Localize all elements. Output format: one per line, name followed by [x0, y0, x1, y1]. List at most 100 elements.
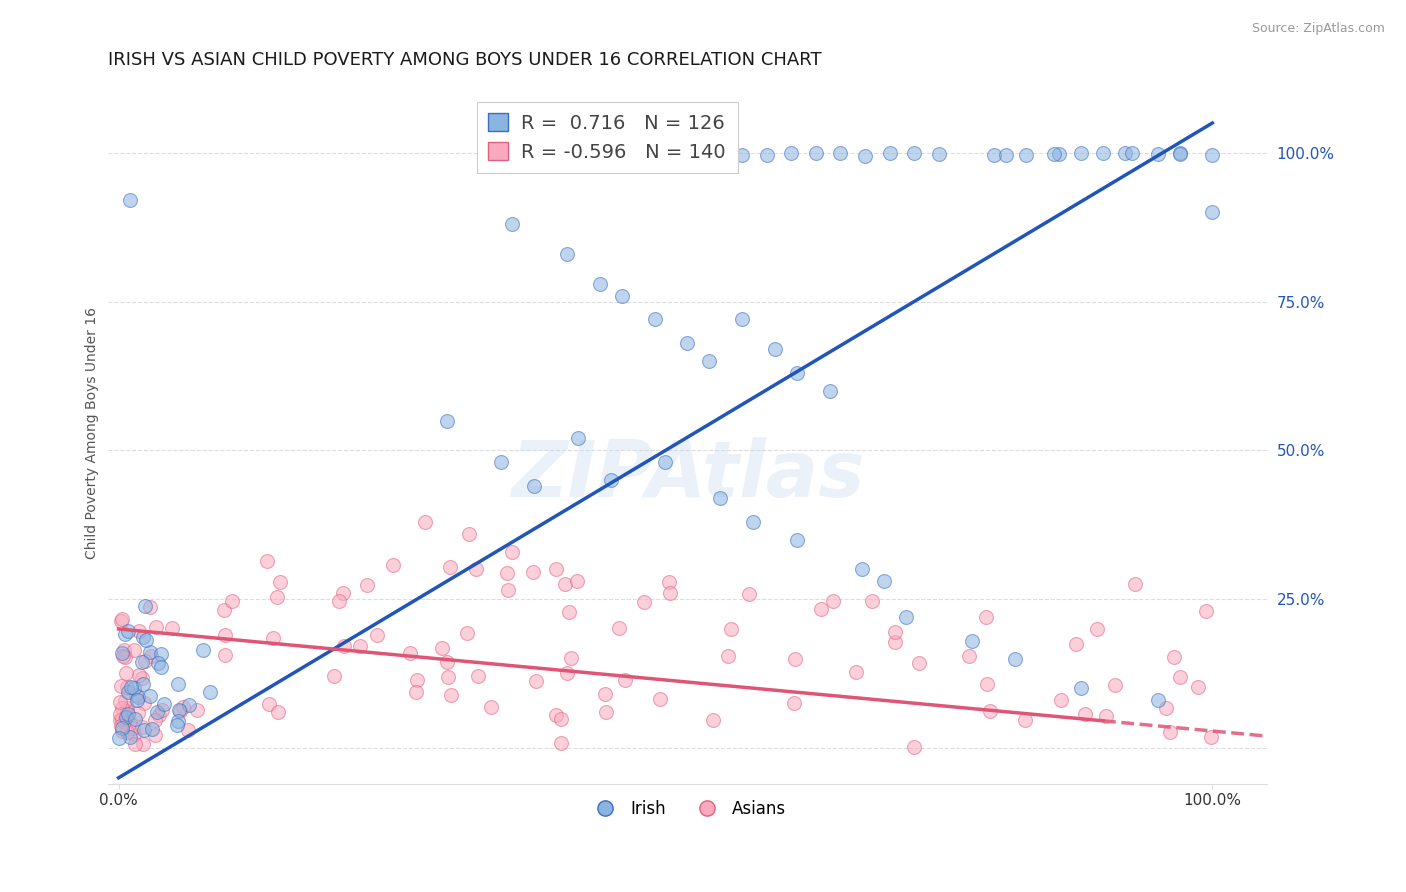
Point: [114, 693, 136, 707]
Point: [150, 647, 173, 661]
Point: [120, 680, 142, 694]
Point: [141, 722, 163, 736]
Point: [153, 698, 176, 712]
Point: [1159, 724, 1181, 739]
Point: [139, 690, 162, 704]
Point: [167, 677, 190, 691]
Point: [110, 614, 132, 628]
Point: [167, 714, 190, 728]
Point: [558, 606, 581, 620]
Point: [755, 148, 778, 162]
Point: [108, 706, 131, 721]
Point: [979, 704, 1001, 718]
Point: [115, 680, 138, 694]
Point: [464, 562, 486, 576]
Point: [110, 612, 132, 626]
Point: [731, 312, 754, 326]
Point: [780, 145, 803, 160]
Point: [436, 655, 458, 669]
Point: [1004, 651, 1026, 665]
Point: [560, 650, 582, 665]
Point: [491, 455, 513, 469]
Point: [676, 336, 699, 351]
Point: [960, 633, 983, 648]
Point: [1050, 693, 1073, 707]
Point: [139, 645, 162, 659]
Point: [266, 591, 288, 605]
Point: [115, 725, 138, 739]
Point: [1064, 637, 1087, 651]
Point: [883, 625, 905, 640]
Point: [110, 679, 132, 693]
Point: [522, 566, 544, 580]
Point: [111, 649, 134, 664]
Point: [436, 414, 458, 428]
Point: [1201, 148, 1223, 162]
Point: [1125, 576, 1147, 591]
Point: [437, 670, 460, 684]
Point: [259, 697, 281, 711]
Point: [399, 646, 422, 660]
Point: [894, 610, 917, 624]
Point: [212, 603, 235, 617]
Point: [1070, 681, 1092, 696]
Point: [903, 739, 925, 754]
Point: [1154, 701, 1177, 715]
Point: [1187, 681, 1209, 695]
Point: [873, 574, 896, 589]
Point: [717, 648, 740, 663]
Point: [1014, 713, 1036, 727]
Point: [139, 600, 162, 615]
Point: [702, 714, 724, 728]
Point: [148, 707, 170, 722]
Legend: Irish, Asians: Irish, Asians: [582, 793, 793, 824]
Point: [810, 602, 832, 616]
Point: [845, 665, 868, 679]
Point: [131, 671, 153, 685]
Point: [439, 560, 461, 574]
Point: [974, 610, 997, 624]
Point: [786, 533, 808, 547]
Point: [763, 342, 786, 356]
Point: [413, 515, 436, 529]
Point: [125, 692, 148, 706]
Point: [108, 713, 131, 727]
Point: [221, 594, 243, 608]
Point: [256, 554, 278, 568]
Point: [1047, 147, 1070, 161]
Point: [132, 676, 155, 690]
Point: [1201, 205, 1223, 219]
Point: [366, 628, 388, 642]
Point: [145, 705, 167, 719]
Point: [467, 669, 489, 683]
Text: IRISH VS ASIAN CHILD POVERTY AMONG BOYS UNDER 16 CORRELATION CHART: IRISH VS ASIAN CHILD POVERTY AMONG BOYS …: [108, 51, 821, 69]
Point: [599, 473, 621, 487]
Point: [124, 737, 146, 751]
Point: [589, 277, 612, 291]
Point: [150, 660, 173, 674]
Point: [111, 646, 134, 660]
Point: [496, 582, 519, 597]
Point: [131, 655, 153, 669]
Point: [115, 666, 138, 681]
Point: [122, 643, 145, 657]
Point: [976, 676, 998, 690]
Point: [122, 727, 145, 741]
Point: [117, 624, 139, 639]
Point: [633, 595, 655, 609]
Point: [907, 657, 929, 671]
Point: [658, 575, 681, 590]
Point: [262, 631, 284, 645]
Point: [124, 712, 146, 726]
Point: [198, 685, 221, 699]
Point: [610, 288, 633, 302]
Point: [1146, 693, 1168, 707]
Point: [903, 145, 925, 160]
Point: [567, 574, 589, 588]
Point: [115, 701, 138, 715]
Point: [179, 698, 201, 712]
Point: [177, 723, 200, 737]
Point: [738, 587, 761, 601]
Point: [143, 714, 166, 728]
Point: [160, 621, 183, 635]
